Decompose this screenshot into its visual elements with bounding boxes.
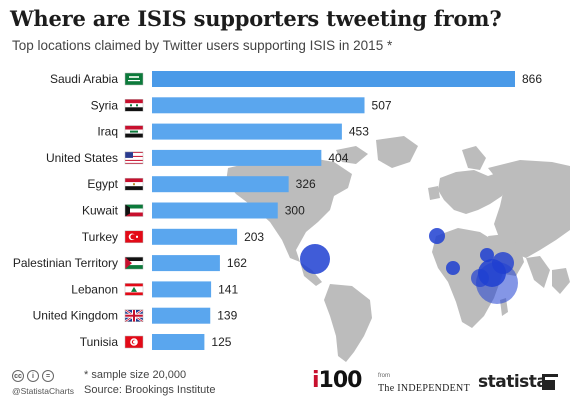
sample-size-note: * sample size 20,000	[84, 369, 187, 381]
value-label: 203	[244, 230, 264, 244]
flag-kuwait-icon	[124, 204, 144, 217]
source-note: Source: Brookings Institute	[84, 384, 216, 396]
bar	[152, 307, 211, 324]
value-label: 453	[349, 125, 369, 139]
cc-icon: cc	[12, 370, 24, 382]
category-label: Kuwait	[82, 204, 119, 218]
bar-row: Palestinian Territory 162	[13, 255, 247, 272]
statista-mark-icon	[542, 374, 558, 390]
bar	[152, 255, 220, 272]
flag-turkey-icon	[124, 230, 144, 244]
map-bubbles	[300, 228, 518, 304]
category-label: Saudi Arabia	[50, 72, 118, 86]
bar-row: Kuwait 300	[82, 202, 305, 219]
statista-logo: statista	[478, 372, 548, 392]
bar	[152, 228, 238, 245]
footer: cc i = @StatistaCharts * sample size 20,…	[0, 362, 570, 406]
category-label: Palestinian Territory	[13, 256, 118, 270]
category-label: Lebanon	[71, 282, 118, 296]
flag-saudi-arabia-icon	[124, 72, 144, 86]
twitter-handle[interactable]: @StatistaCharts	[12, 386, 75, 396]
value-label: 404	[328, 151, 348, 165]
bar	[152, 281, 212, 298]
bar-row: Egypt 326	[87, 176, 316, 193]
map-bubble	[429, 228, 445, 244]
category-label: United States	[46, 151, 118, 165]
nd-icon: =	[42, 370, 54, 382]
bar	[152, 334, 205, 350]
value-label: 139	[217, 309, 237, 323]
flag-syria-icon	[124, 99, 144, 112]
category-label: Iraq	[97, 125, 118, 139]
by-icon: i	[27, 370, 39, 382]
creative-commons-icons: cc i =	[12, 370, 54, 382]
bar-row: Lebanon 141	[71, 281, 238, 298]
category-label: Syria	[91, 98, 119, 112]
bar-row: Syria 507	[91, 97, 392, 114]
value-label: 125	[211, 335, 231, 349]
flag-lebanon-icon	[124, 283, 144, 296]
world-map-background	[226, 136, 570, 362]
value-label: 326	[296, 177, 316, 191]
flag-egypt-icon	[124, 177, 144, 191]
value-label: 866	[522, 72, 542, 86]
i100-logo: i100	[312, 368, 362, 393]
bar	[152, 123, 342, 140]
footnote: * sample size 20,000 Source: Brookings I…	[84, 368, 215, 398]
bar	[152, 97, 365, 114]
independent-logo: The INDEPENDENT	[378, 383, 470, 394]
bar	[152, 71, 515, 87]
category-label: United Kingdom	[33, 309, 118, 323]
value-label: 141	[218, 282, 238, 296]
flag-united-kingdom-icon	[124, 308, 144, 323]
from-label: from	[378, 373, 390, 379]
bar-row: Iraq 453	[97, 123, 369, 140]
bar-row: Turkey 203	[82, 228, 264, 245]
map-bubble	[300, 244, 330, 274]
bar-row: Saudi Arabia 866	[50, 71, 542, 87]
flag-iraq-icon	[124, 125, 144, 138]
bar-row: United States 404	[46, 149, 349, 166]
chart-subtitle: Top locations claimed by Twitter users s…	[12, 38, 393, 53]
value-label: 507	[372, 98, 392, 112]
flag-tunisia-icon	[124, 335, 144, 349]
bar	[152, 149, 322, 166]
category-label: Egypt	[87, 177, 118, 191]
bar	[152, 176, 289, 193]
chart-title: Where are ISIS supporters tweeting from?	[10, 6, 502, 31]
flag-palestine-icon	[124, 256, 144, 270]
category-label: Tunisia	[80, 335, 119, 349]
category-label: Turkey	[82, 230, 118, 244]
value-label: 162	[227, 256, 247, 270]
flag-united-states-icon	[124, 151, 144, 165]
bar	[152, 202, 278, 219]
map-bubble	[492, 252, 514, 274]
bar-row: Tunisia 125	[80, 334, 232, 350]
map-bubble	[446, 261, 460, 275]
bar-row: United Kingdom 139	[33, 307, 238, 324]
value-label: 300	[285, 204, 305, 218]
map-bubble	[480, 248, 494, 262]
